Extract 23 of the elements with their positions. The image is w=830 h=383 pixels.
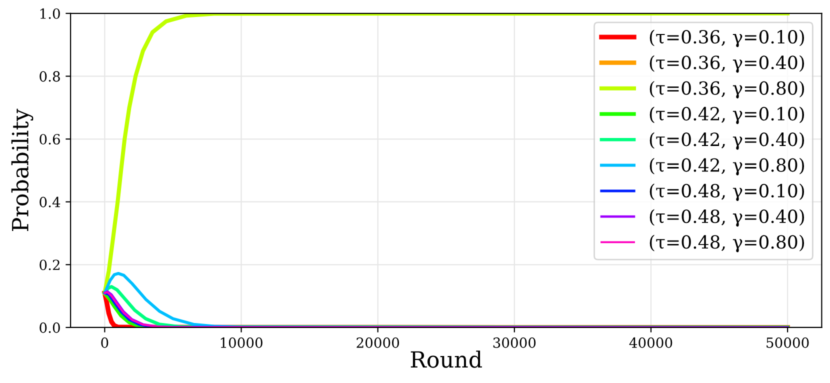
y-tick-label: 0.0 <box>40 322 60 333</box>
legend-label: (τ=0.42, γ=0.80) <box>650 158 804 176</box>
y-tick-label: 1.0 <box>40 8 60 19</box>
legend-label: (τ=0.48, γ=0.80) <box>650 234 804 252</box>
legend-label: (τ=0.42, γ=0.10) <box>650 106 804 124</box>
legend-label: (τ=0.36, γ=0.40) <box>650 55 804 73</box>
x-tick-label: 30000 <box>493 337 536 348</box>
x-tick-label: 50000 <box>766 337 809 348</box>
y-tick-label: 0.6 <box>40 134 60 145</box>
legend-label: (τ=0.48, γ=0.40) <box>650 209 804 227</box>
x-tick-label: 10000 <box>220 337 262 348</box>
x-tick-label: 20000 <box>356 337 400 348</box>
legend-label: (τ=0.36, γ=0.80) <box>650 80 804 98</box>
x-tick-label: 0 <box>101 337 108 348</box>
legend-label: (τ=0.48, γ=0.10) <box>650 184 804 202</box>
y-tick-label: 0.2 <box>40 260 60 270</box>
x-tick-label: 40000 <box>629 337 672 348</box>
y-axis-title: Probability <box>11 108 34 231</box>
x-axis-title: Round <box>410 350 482 368</box>
legend-label: (τ=0.42, γ=0.40) <box>650 132 804 150</box>
y-tick-label: 0.4 <box>40 196 60 208</box>
legend-label: (τ=0.36, γ=0.10) <box>650 30 804 48</box>
y-tick-label: 0.8 <box>40 71 60 82</box>
